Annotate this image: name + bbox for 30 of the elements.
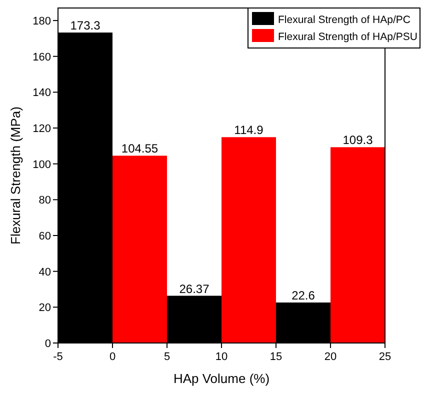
legend-label: Flexural Strength of HAp/PSU bbox=[278, 31, 418, 43]
x-tick-label: 15 bbox=[270, 351, 282, 363]
y-tick-label: 80 bbox=[38, 194, 51, 207]
y-axis-title: Flexural Strength (MPa) bbox=[8, 106, 23, 244]
x-tick-label: 0 bbox=[109, 351, 116, 363]
x-axis-title: HAp Volume (%) bbox=[173, 371, 270, 386]
x-tick-label: 10 bbox=[215, 351, 228, 363]
bar bbox=[222, 137, 276, 343]
y-tick-label: 100 bbox=[32, 158, 51, 171]
x-tick-label: 5 bbox=[164, 351, 170, 363]
y-tick-label: 180 bbox=[32, 16, 51, 28]
bar bbox=[330, 147, 385, 343]
data-label: 109.3 bbox=[342, 133, 374, 148]
y-tick-label: 140 bbox=[32, 87, 51, 100]
data-label: 114.9 bbox=[234, 123, 264, 138]
data-label: 22.6 bbox=[292, 288, 316, 303]
y-tick-label: 40 bbox=[38, 266, 51, 278]
bar bbox=[112, 156, 167, 343]
y-tick-label: 0 bbox=[44, 338, 51, 350]
y-tick-label: 60 bbox=[38, 230, 51, 243]
x-tick-label: 20 bbox=[324, 351, 337, 363]
x-tick-label: 25 bbox=[378, 351, 392, 363]
y-tick-label: 120 bbox=[32, 123, 51, 136]
data-label: 26.37 bbox=[179, 282, 210, 296]
y-tick-label: 20 bbox=[38, 302, 51, 314]
legend-label: Flexural Strength of HAp/PC bbox=[278, 14, 411, 26]
data-label: 104.55 bbox=[121, 142, 158, 156]
data-label: 173.3 bbox=[70, 18, 101, 33]
y-tick-label: 160 bbox=[32, 51, 51, 64]
x-tick-label: -5 bbox=[53, 351, 63, 363]
